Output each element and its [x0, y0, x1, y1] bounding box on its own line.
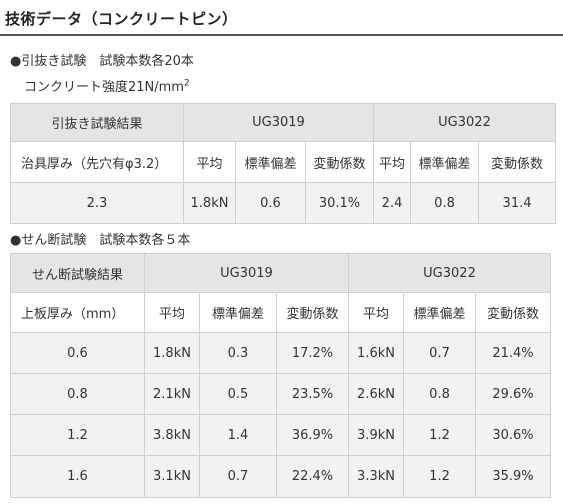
shear-std-2: 1.2	[403, 455, 477, 498]
pullout-avg-1: 1.8kN	[183, 182, 236, 224]
shear-std-1: 0.5	[199, 373, 277, 415]
shear-avg-2: 3.3kN	[348, 455, 405, 498]
shear-cv-2: 21.4%	[475, 332, 552, 374]
shear-thickness: 0.6	[10, 332, 145, 374]
shear-model2: UG3022	[348, 253, 552, 293]
pullout-thickness: 2.3	[10, 182, 184, 224]
shear-thickness: 1.6	[10, 455, 145, 498]
table-row: 1.6 3.1kN 0.7 22.4% 3.3kN 1.2 35.9%	[10, 455, 552, 498]
shear-avg-1: 2.1kN	[144, 373, 200, 415]
pullout-cv-1: 30.1%	[304, 182, 375, 224]
pullout-std-1: 0.6	[235, 182, 306, 224]
shear-thickness: 1.2	[10, 414, 145, 456]
pullout-header-row: 引抜き試験結果 UG3019 UG3022	[10, 103, 557, 142]
shear-col-avg-1: 平均	[144, 292, 200, 333]
pullout-col-avg-1: 平均	[183, 141, 236, 183]
shear-std-2: 0.7	[403, 332, 477, 374]
concrete-strength-text: コンクリート強度21N/mm	[24, 80, 184, 95]
pullout-avg-2: 2.4	[373, 182, 412, 224]
page-title: 技術データ（コンクリートピン）	[5, 10, 238, 28]
table-row: 0.6 1.8kN 0.3 17.2% 1.6kN 0.7 21.4%	[10, 332, 552, 374]
shear-cv-2: 35.9%	[475, 455, 552, 498]
shear-cv-1: 36.9%	[275, 414, 350, 456]
shear-avg-2: 2.6kN	[348, 373, 405, 415]
shear-col-cv-2: 変動係数	[475, 292, 552, 333]
table-row: 0.8 2.1kN 0.5 23.5% 2.6kN 0.8 29.6%	[10, 373, 552, 415]
pullout-model1: UG3019	[182, 103, 375, 142]
pullout-col-cv-2: 変動係数	[478, 141, 557, 183]
shear-col-std-2: 標準偏差	[403, 292, 477, 333]
pullout-heading: ●引抜き試験 試験本数各20本	[10, 54, 194, 69]
shear-cv-1: 22.4%	[275, 455, 350, 498]
pullout-col-std-1: 標準偏差	[235, 141, 306, 183]
pullout-col-std-2: 標準偏差	[410, 141, 480, 183]
pullout-model2: UG3022	[373, 103, 557, 142]
pullout-col-cv-1: 変動係数	[304, 141, 375, 183]
pullout-row-label: 治具厚み（先穴有φ3.2）	[10, 141, 184, 183]
shear-avg-1: 1.8kN	[144, 332, 200, 374]
concrete-strength: コンクリート強度21N/mm2	[24, 76, 190, 95]
shear-col-std-1: 標準偏差	[199, 292, 277, 333]
shear-col-cv-1: 変動係数	[275, 292, 350, 333]
shear-row-label: 上板厚み（mm）	[10, 292, 145, 333]
shear-std-2: 0.8	[403, 373, 477, 415]
shear-cv-2: 29.6%	[475, 373, 552, 415]
shear-cv-2: 30.6%	[475, 414, 552, 456]
shear-std-2: 1.2	[403, 414, 477, 456]
table-row: 2.3 1.8kN 0.6 30.1% 2.4 0.8 31.4	[10, 182, 557, 224]
shear-header-label: せん断試験結果	[10, 253, 145, 293]
pullout-header-label: 引抜き試験結果	[10, 103, 184, 142]
shear-avg-2: 3.9kN	[348, 414, 405, 456]
shear-avg-2: 1.6kN	[348, 332, 405, 374]
shear-table: せん断試験結果 UG3019 UG3022 上板厚み（mm） 平均 標準偏差 変…	[10, 253, 552, 498]
shear-std-1: 0.3	[199, 332, 277, 374]
shear-std-1: 1.4	[199, 414, 277, 456]
shear-model1: UG3019	[143, 253, 350, 293]
shear-thickness: 0.8	[10, 373, 145, 415]
table-row: 1.2 3.8kN 1.4 36.9% 3.9kN 1.2 30.6%	[10, 414, 552, 456]
shear-col-avg-2: 平均	[348, 292, 405, 333]
pullout-subheader-row: 治具厚み（先穴有φ3.2） 平均 標準偏差 変動係数 平均 標準偏差 変動係数	[10, 141, 557, 183]
shear-header-row: せん断試験結果 UG3019 UG3022	[10, 253, 552, 293]
shear-heading: ●せん断試験 試験本数各５本	[10, 233, 191, 248]
pullout-cv-2: 31.4	[478, 182, 557, 224]
pullout-std-2: 0.8	[410, 182, 480, 224]
shear-cv-1: 17.2%	[275, 332, 350, 374]
shear-cv-1: 23.5%	[275, 373, 350, 415]
title-divider	[0, 34, 563, 36]
shear-avg-1: 3.8kN	[144, 414, 200, 456]
shear-avg-1: 3.1kN	[144, 455, 200, 498]
concrete-strength-exponent: 2	[183, 78, 190, 89]
shear-std-1: 0.7	[199, 455, 277, 498]
pullout-col-avg-2: 平均	[373, 141, 412, 183]
pullout-table: 引抜き試験結果 UG3019 UG3022 治具厚み（先穴有φ3.2） 平均 標…	[10, 103, 557, 224]
shear-subheader-row: 上板厚み（mm） 平均 標準偏差 変動係数 平均 標準偏差 変動係数	[10, 292, 552, 333]
